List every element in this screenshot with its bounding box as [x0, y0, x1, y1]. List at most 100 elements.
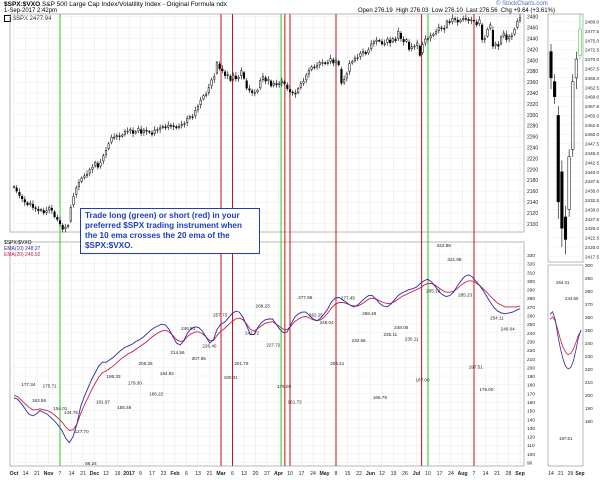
ratio-axis-label: 260: [527, 314, 535, 320]
side-ratio-axis-label: 290: [585, 276, 593, 281]
ohlc-readout: Open 276.19 High 276.03 Low 276.10 Last …: [358, 8, 555, 14]
price-candle: [207, 87, 210, 93]
price-candle: [410, 46, 413, 49]
x-tick-label: 8: [335, 471, 338, 477]
price-candle: [321, 62, 324, 64]
side-price-axis-label: 2465.0: [585, 76, 599, 81]
ratio-axis-label: 200: [527, 365, 535, 371]
price-candle: [118, 135, 121, 137]
x-tick-label: May: [319, 471, 329, 477]
price-candle: [210, 79, 213, 86]
price-candle: [267, 79, 270, 81]
price-candle: [121, 134, 124, 137]
x-tick-label: 19: [391, 471, 397, 477]
price-candle: [202, 95, 205, 100]
side-ratio-axis-label: 190: [585, 406, 593, 411]
ratio-value-label: 166.22: [149, 392, 163, 397]
side-candle: [556, 115, 560, 203]
low-value: 276.10: [444, 8, 463, 14]
price-candle: [172, 125, 175, 127]
side-ratio-value-label: 197.51: [559, 436, 573, 441]
ema20-legend-label: EMA(20) 246.92: [4, 252, 41, 258]
x-tick-label: 21: [34, 471, 40, 477]
x-tick-label: 22: [356, 471, 362, 477]
strategy-annotation: Trade long (green) or short (red) in you…: [80, 208, 260, 254]
price-candle: [356, 57, 359, 59]
price-candle: [510, 35, 513, 37]
price-candle: [72, 196, 75, 205]
side-ratio-axis-label: 270: [585, 302, 593, 307]
price-candle: [318, 62, 321, 66]
price-candle: [389, 39, 392, 44]
price-axis-label: 2160: [527, 189, 538, 195]
last-value: 276.56: [479, 8, 498, 14]
side-x-tick-label: 21: [558, 471, 564, 477]
price-candle: [180, 124, 183, 127]
price-candle: [107, 143, 110, 149]
price-candle: [126, 130, 129, 133]
x-tick-label: Feb: [170, 471, 179, 477]
price-candle: [470, 19, 473, 22]
price-candle: [167, 124, 170, 128]
ratio-axis-label: 140: [527, 417, 535, 423]
ratio-axis-label: 100: [527, 452, 535, 458]
price-candle: [451, 18, 454, 22]
price-candle: [15, 187, 18, 192]
side-price-axis-label: 2467.5: [585, 66, 599, 71]
x-tick-label: Apr: [274, 471, 283, 477]
price-candle: [370, 43, 373, 49]
x-tick-label: 10: [287, 471, 293, 477]
ratio-value-label: 206.41: [330, 361, 344, 366]
price-candle: [242, 72, 246, 79]
price-readout: $SPX 2477.94: [4, 15, 51, 22]
ratio-value-label: 230.11: [405, 336, 419, 341]
side-candle: [553, 81, 557, 97]
ratio-legend-label: $SPX:$VXO: [4, 240, 32, 246]
price-candle: [131, 130, 135, 134]
price-candle: [329, 58, 332, 62]
price-candle: [299, 83, 302, 88]
ratio-axis-label: 190: [527, 374, 535, 380]
x-tick-label: 14: [23, 471, 29, 477]
price-axis-label: 2200: [527, 167, 538, 173]
price-candle: [29, 202, 32, 205]
price-candle: [137, 128, 140, 132]
ratio-value-label: 177.34: [21, 382, 35, 387]
price-candle: [91, 166, 94, 170]
side-x-tick-label: 14: [548, 471, 554, 477]
ratio-value-label: 285.18: [426, 289, 440, 294]
side-price-axis-label: 2450.0: [585, 132, 599, 137]
price-candle: [205, 93, 208, 96]
ratio-axis-label: 220: [527, 348, 535, 354]
ratio-value-label: 194.82: [160, 371, 174, 376]
ratio-axis-label: 250: [527, 322, 535, 328]
x-tick-label: 27: [264, 471, 270, 477]
price-candle: [58, 220, 62, 225]
price-candle: [26, 202, 29, 206]
side-x-tick-label: Sep: [575, 471, 584, 477]
price-candle: [248, 88, 251, 91]
price-candle: [516, 20, 519, 28]
price-candle: [348, 63, 351, 72]
price-candle: [386, 38, 389, 43]
price-candle: [21, 196, 24, 200]
x-tick-label: Nov: [44, 471, 54, 477]
side-ema10-line: [549, 310, 582, 370]
ratio-value-label: 166.79: [373, 395, 387, 400]
main-chart: Oct 14 21 Nov 7 14 21 Dec 12 19 2017 9 17 23 Feb 6 13 21 M…: [10, 13, 538, 477]
price-candle: [99, 162, 102, 167]
price-candle: [234, 75, 237, 80]
price-candle: [443, 28, 446, 30]
price-candle: [380, 41, 384, 45]
price-candle: [161, 126, 164, 128]
price-candle: [85, 173, 89, 176]
ratio-axis-label: 110: [527, 443, 535, 449]
price-candle: [159, 127, 162, 130]
side-candle: [563, 216, 568, 240]
ratio-value-label: 277.86: [298, 295, 312, 300]
price-candle: [61, 224, 64, 230]
side-ratio-axis-label: 200: [585, 393, 593, 398]
ratio-value-label: 227.72: [266, 342, 280, 347]
x-tick-label: 21: [494, 471, 500, 477]
price-candle: [186, 118, 189, 123]
